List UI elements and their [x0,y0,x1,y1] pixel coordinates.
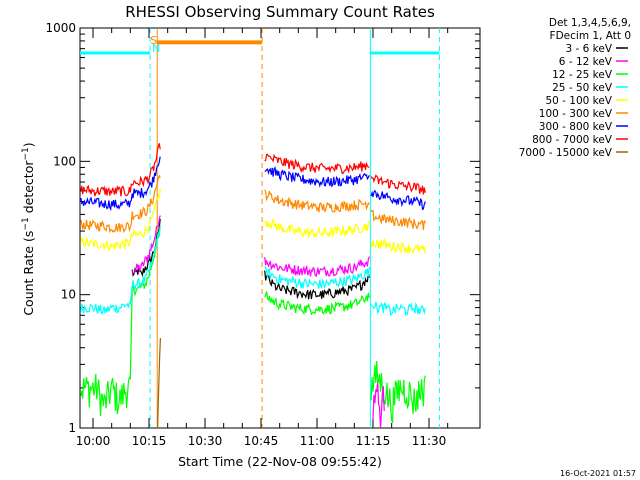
legend-label: 800 - 7000 keV [532,134,613,146]
legend-label: 100 - 300 keV [539,108,613,120]
series-line [80,227,161,417]
series-line [372,382,385,429]
y-axis-label-part: detector [21,160,36,218]
series-line [264,189,370,213]
series-line [370,189,426,211]
y-axis-label-part: Count Rate (s [21,231,36,316]
series-line [264,166,370,188]
series-line [264,256,370,278]
saa-label: S [150,34,157,47]
legend-label: 25 - 50 keV [552,82,613,94]
legend-header-line: Det 1,3,4,5,6,9, [549,17,631,29]
series-line [370,360,426,424]
timestamp: 16-Oct-2021 01:57 [560,469,636,478]
y-axis-label-part: ) [21,142,36,147]
series-line [264,153,370,175]
legend-header-line: FDecim 1, Att 0 [550,30,631,42]
series-line [80,225,161,315]
series-line [264,291,370,316]
legend-label: 50 - 100 keV [545,95,612,107]
series-line [264,265,370,290]
y-axis-label: Count Rate (s−1 detector−1) [21,142,36,315]
y-tick-label: 1 [68,421,76,435]
y-tick-label: 100 [53,154,76,168]
legend-label: 3 - 6 keV [565,43,612,55]
y-axis-label-sup: −1 [21,217,31,230]
night-label: N [152,42,160,55]
series-line [370,174,426,195]
y-axis-label-sup: −1 [21,147,31,160]
series-line [80,143,161,197]
y-tick-label: 10 [61,288,76,302]
series-line [370,301,426,317]
x-tick-label: 10:45 [244,434,279,448]
series-line [80,187,161,252]
chart-title: RHESSI Observing Summary Count Rates [125,3,435,21]
series-line [157,337,161,429]
series-line [370,237,426,255]
plot-area: 1 10 100 1000 10:00 10:15 10:30 10:45 11:00 11:15… [45,21,481,448]
legend-label: 6 - 12 keV [559,56,613,68]
legend: Det 1,3,4,5,6,9, FDecim 1, Att 0 3 - 6 k… [519,17,631,159]
series-line [80,174,161,234]
y-tick-label: 1000 [45,21,76,35]
legend-label: 12 - 25 keV [552,69,613,81]
series-line [80,156,161,212]
series-line [370,209,426,231]
x-axis-label: Start Time (22-Nov-08 09:55:42) [178,454,382,469]
x-tick-label: 11:15 [356,434,391,448]
x-tick-label: 10:00 [76,434,111,448]
x-tick-label: 10:15 [132,434,167,448]
legend-label: 300 - 800 keV [539,121,613,133]
x-tick-label: 11:30 [412,434,447,448]
series-line [131,215,161,274]
legend-label: 7000 - 15000 keV [519,147,613,159]
x-tick-label: 11:00 [300,434,335,448]
series-line [264,217,370,238]
series-line [264,270,370,300]
x-tick-label: 10:30 [188,434,223,448]
